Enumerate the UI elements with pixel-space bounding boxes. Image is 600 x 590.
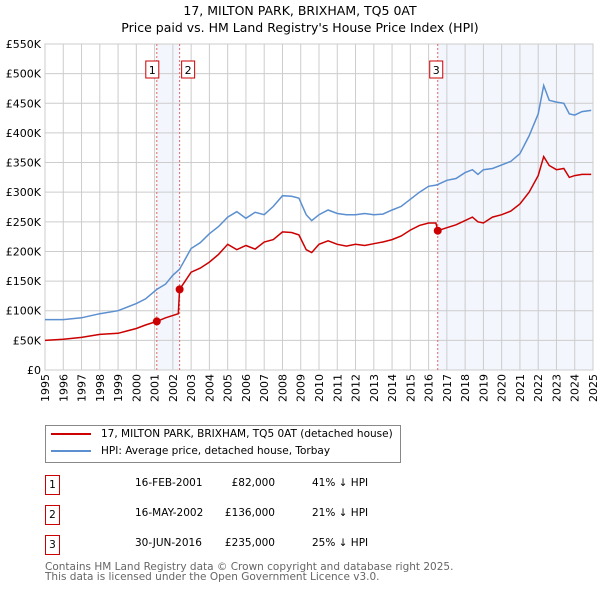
- series-line-hpi: [45, 82, 592, 321]
- sale-point: [175, 285, 184, 294]
- x-tick-label: 2014: [386, 374, 399, 402]
- x-tick-label: 2024: [569, 374, 582, 402]
- marker-label: 1: [149, 64, 156, 77]
- legend-label-property: 17, MILTON PARK, BRIXHAM, TQ5 0AT (detac…: [101, 428, 393, 440]
- marker-label: 2: [185, 64, 192, 77]
- chart-subtitle: Price paid vs. HM Land Registry's House …: [121, 20, 479, 35]
- x-tick-label: 2011: [331, 374, 344, 402]
- footer-licence: This data is licensed under the Open Gov…: [45, 571, 380, 583]
- x-tick-label: 2008: [276, 374, 289, 402]
- y-tick-label: £250K: [6, 216, 42, 229]
- marker-label-box: [429, 60, 444, 79]
- y-tick-label: £0: [27, 364, 41, 377]
- legend-item-property: 17, MILTON PARK, BRIXHAM, TQ5 0AT (detac…: [51, 428, 393, 440]
- x-tick-label: 2012: [350, 374, 363, 402]
- y-tick-label: £450K: [6, 97, 42, 110]
- plot-border: [44, 43, 594, 371]
- x-tick-label: 2010: [313, 374, 326, 402]
- y-tick-label: £200K: [6, 245, 42, 258]
- transaction-hpi-diff: 25% ↓ HPI: [312, 537, 369, 549]
- x-tick-label: 1999: [112, 374, 125, 402]
- y-tick-label: £550K: [6, 38, 42, 51]
- x-tick-label: 2020: [496, 374, 509, 402]
- x-tick-label: 2018: [459, 374, 472, 402]
- marker-label-box: [145, 60, 160, 79]
- x-tick-label: 2023: [550, 374, 563, 402]
- sale-point: [152, 317, 161, 326]
- x-tick-label: 2017: [441, 374, 454, 402]
- x-tick-label: 2025: [587, 374, 600, 402]
- x-tick-label: 2021: [514, 374, 527, 402]
- x-tick-label: 2016: [423, 374, 436, 402]
- y-tick-label: £150K: [6, 275, 42, 288]
- sale-point: [433, 226, 442, 235]
- transaction-number: 3: [45, 535, 60, 555]
- transaction-hpi-diff: 41% ↓ HPI: [312, 477, 369, 489]
- transaction-price: £136,000: [224, 507, 275, 519]
- x-tick-label: 2015: [404, 374, 417, 402]
- x-tick-label: 1996: [57, 374, 70, 402]
- y-tick-label: £400K: [6, 127, 42, 140]
- transaction-hpi-diff: 21% ↓ HPI: [312, 507, 369, 519]
- x-tick-label: 1998: [94, 374, 107, 402]
- x-tick-label: 2007: [258, 374, 271, 402]
- x-tick-label: 2003: [185, 374, 198, 402]
- chart-legend: 17, MILTON PARK, BRIXHAM, TQ5 0AT (detac…: [45, 425, 401, 463]
- transaction-row: 1 16-FEB-2001 £82,000 41% ↓ HPI: [45, 475, 465, 505]
- x-tick-label: 2001: [149, 374, 162, 402]
- transaction-date: 16-MAY-2002: [135, 507, 204, 519]
- x-tick-label: 2009: [295, 374, 308, 402]
- legend-swatch-property: [51, 433, 91, 435]
- x-tick-label: 2000: [130, 374, 143, 402]
- x-tick-label: 2013: [368, 374, 381, 402]
- chart-title: 17, MILTON PARK, BRIXHAM, TQ5 0AT: [183, 3, 417, 18]
- x-tick-label: 1995: [39, 374, 52, 402]
- marker-label: 3: [433, 64, 440, 77]
- y-tick-label: £300K: [6, 186, 42, 199]
- legend-item-hpi: HPI: Average price, detached house, Torb…: [51, 445, 330, 457]
- transaction-row: 3 30-JUN-2016 £235,000 25% ↓ HPI: [45, 535, 465, 565]
- x-tick-label: 2005: [222, 374, 235, 402]
- transaction-price: £235,000: [224, 537, 275, 549]
- transaction-price: £82,000: [231, 477, 275, 489]
- y-tick-label: £350K: [6, 157, 42, 170]
- x-tick-label: 2006: [240, 374, 253, 402]
- y-tick-label: £100K: [6, 305, 42, 318]
- x-tick-label: 2004: [203, 374, 216, 402]
- transaction-number: 1: [45, 475, 60, 495]
- footer-copyright: Contains HM Land Registry data © Crown c…: [45, 561, 454, 573]
- transaction-date: 30-JUN-2016: [135, 537, 202, 549]
- x-tick-label: 2019: [477, 374, 490, 402]
- x-tick-label: 1997: [76, 374, 89, 402]
- marker-label-box: [181, 60, 196, 79]
- y-tick-label: £50K: [13, 334, 42, 347]
- transaction-date: 16-FEB-2001: [135, 477, 203, 489]
- legend-swatch-hpi: [51, 450, 91, 452]
- y-tick-label: £500K: [6, 68, 42, 81]
- transaction-row: 2 16-MAY-2002 £136,000 21% ↓ HPI: [45, 505, 465, 535]
- price-chart: 1995 1996 1997 1998 1999 2000 2001 2002 2003 2004…: [6, 38, 600, 402]
- transaction-number: 2: [45, 505, 60, 525]
- shaded-period: [156, 44, 180, 370]
- x-tick-label: 2002: [167, 374, 180, 402]
- x-tick-label: 2022: [532, 374, 545, 402]
- legend-label-hpi: HPI: Average price, detached house, Torb…: [101, 445, 331, 457]
